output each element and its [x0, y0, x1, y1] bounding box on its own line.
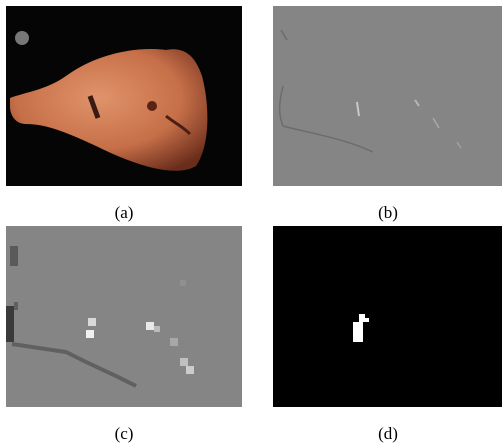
caption: (a)	[84, 203, 164, 223]
image-difference	[273, 6, 502, 186]
image-blocks	[6, 226, 242, 407]
image-mask	[273, 226, 502, 407]
caption: (d)	[348, 424, 428, 444]
caption: (c)	[84, 424, 164, 444]
caption: (b)	[348, 203, 428, 223]
figure: {"panels": [{"label": "(a)"}, {"label": …	[0, 0, 503, 446]
image-original	[6, 6, 242, 186]
